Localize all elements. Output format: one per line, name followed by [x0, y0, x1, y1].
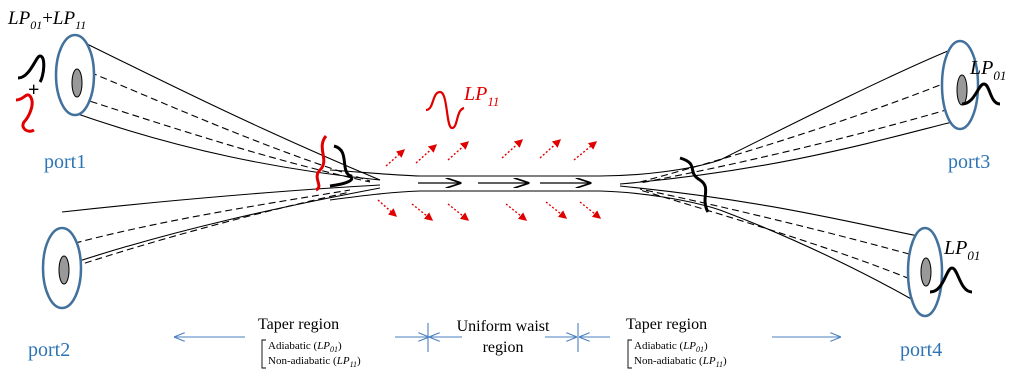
leakage-arrows-down [377, 199, 602, 221]
port3-mode-label: LP01 [969, 57, 1006, 83]
port1-label: port1 [44, 151, 86, 173]
port3-end [940, 39, 980, 131]
port1-end [54, 33, 96, 117]
coupling-lp01-wave [329, 144, 354, 188]
right-coupling-wave [679, 156, 710, 213]
port4-mode-label: LP01 [943, 237, 980, 263]
right-taper-nonadiabatic: Non-adiabatic (LP11) [634, 355, 727, 369]
right-taper-title: Taper region [626, 316, 707, 333]
left-taper-title: Taper region [258, 316, 339, 333]
lp11-leak-label: LP11 [463, 83, 499, 109]
port2-end [41, 226, 83, 310]
port4-end [906, 226, 944, 318]
right-taper-adiabatic: Adiabatic (LP01) [634, 340, 708, 354]
waist-region-line1: Uniform waist [457, 318, 550, 335]
port3-label: port3 [948, 151, 990, 173]
port3-lp01-wave [961, 82, 1001, 106]
leak-lp11-wave [425, 90, 465, 130]
left-taper-adiabatic: Adiabatic (LP01) [268, 340, 342, 354]
port2-label: port2 [28, 339, 70, 361]
coupling-lp11-wave [315, 135, 328, 192]
left-taper-bracket [261, 339, 266, 369]
right-taper-bracket [627, 339, 632, 369]
port4-label: port4 [900, 339, 942, 361]
input-modes-label: LP01+LP11 [7, 8, 86, 32]
input-lp01-wave [17, 54, 46, 83]
input-lp11-wave [15, 93, 35, 133]
plus-sign: + [28, 79, 39, 101]
fiber-outline [57, 37, 961, 311]
left-taper-nonadiabatic: Non-adiabatic (LP11) [268, 355, 361, 369]
waist-region-line2: region [483, 339, 524, 356]
region-arrows [175, 323, 840, 352]
leakage-arrows-up [385, 139, 598, 167]
port4-lp01-wave [929, 266, 973, 294]
fiber-core-dashes [63, 67, 971, 284]
